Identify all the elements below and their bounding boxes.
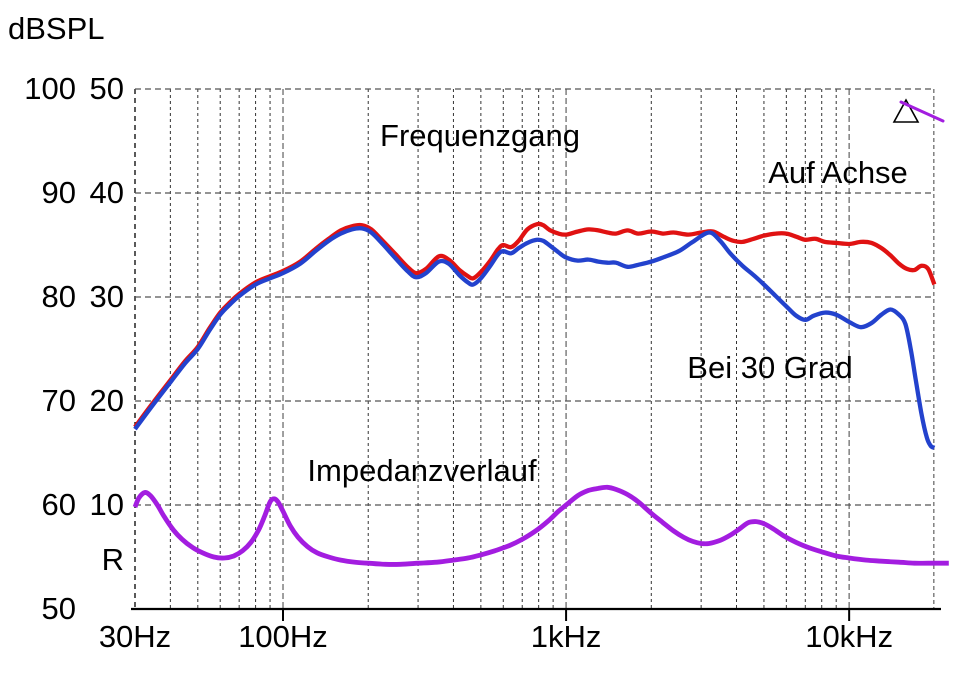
- x-tick-label-30hz: 30Hz: [98, 619, 172, 654]
- curve-impedanzverlauf: [132, 484, 949, 567]
- y-axis-unit-label: dBSPL: [8, 11, 105, 46]
- ohm-tick-label-20: 20: [89, 383, 124, 418]
- spl-tick-label-70: 70: [41, 383, 76, 418]
- curves: [132, 221, 949, 567]
- spl-tick-label-50: 50: [41, 591, 76, 626]
- grid: [131, 88, 941, 621]
- ohm-tick-label-50: 50: [89, 71, 124, 106]
- x-tick-label-1khz: 1kHz: [530, 619, 602, 654]
- annotation-bei-30-grad: Bei 30 Grad: [687, 350, 853, 385]
- ohm-tick-label-40: 40: [89, 175, 124, 210]
- annotation-impedanzverlauf: Impedanzverlauf: [307, 453, 537, 488]
- logo-triangle-icon: [892, 98, 945, 123]
- spl-tick-label-80: 80: [41, 279, 76, 314]
- annotation-auf-achse: Auf Achse: [768, 155, 908, 190]
- ohm-tick-label-30: 30: [89, 279, 124, 314]
- curve-auf-achse: [133, 221, 937, 429]
- ohm-tick-label-10: 10: [89, 487, 124, 522]
- x-tick-label-100hz: 100Hz: [238, 619, 328, 654]
- spl-tick-label-60: 60: [41, 487, 76, 522]
- spl-tick-label-100: 100: [24, 71, 76, 106]
- x-tick-label-10khz: 10kHz: [805, 619, 894, 654]
- annotation-frequenzgang: Frequenzgang: [380, 118, 580, 153]
- impedance-axis-r-label: R: [101, 542, 124, 577]
- spl-tick-label-90: 90: [41, 175, 76, 210]
- curve-bei-30-grad: [133, 226, 936, 450]
